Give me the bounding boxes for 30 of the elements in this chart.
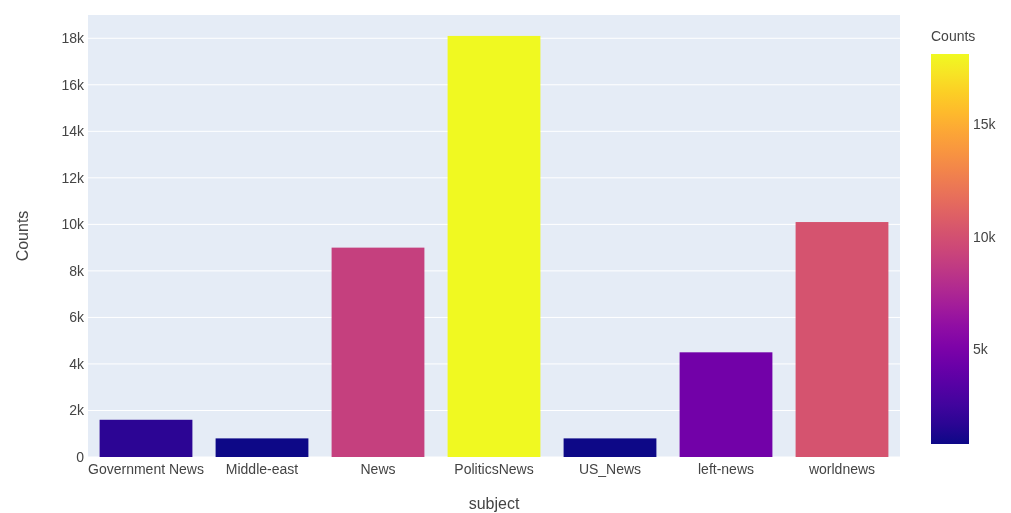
- x-axis-title: subject: [468, 495, 520, 512]
- bar: [99, 419, 193, 457]
- y-tick-label: 4k: [69, 355, 85, 372]
- x-tick-label: Government News: [88, 461, 204, 477]
- color-bar-label: 10k: [973, 228, 997, 245]
- color-bar-label: 5k: [973, 341, 989, 358]
- bar: [563, 438, 657, 457]
- y-tick-label: 0: [76, 448, 85, 465]
- color-bar-label: 15k: [973, 115, 997, 132]
- bar: [331, 247, 425, 457]
- x-tick-label: US_News: [578, 461, 642, 477]
- bar: [795, 222, 889, 457]
- color-bar-title: Counts: [931, 28, 976, 44]
- bar: [679, 352, 773, 457]
- x-tick-label: PoliticsNews: [454, 461, 534, 477]
- x-tick-label: left-news: [697, 461, 755, 477]
- y-tick-label: 14k: [61, 123, 85, 140]
- x-tick-label: Middle-east: [225, 461, 299, 477]
- bar: [215, 438, 309, 457]
- y-tick-label: 16k: [61, 76, 85, 93]
- x-tick-label: worldnews: [807, 461, 876, 477]
- y-tick-label: 2k: [69, 402, 85, 419]
- y-tick-label: 18k: [61, 30, 85, 47]
- bar: [447, 35, 541, 457]
- y-tick-label: 12k: [61, 169, 85, 186]
- x-tick-label: News: [360, 461, 396, 477]
- y-axis-title: Counts: [14, 210, 31, 262]
- y-tick-label: 10k: [61, 216, 85, 233]
- y-tick-label: 8k: [69, 262, 85, 279]
- y-tick-label: 6k: [69, 309, 85, 326]
